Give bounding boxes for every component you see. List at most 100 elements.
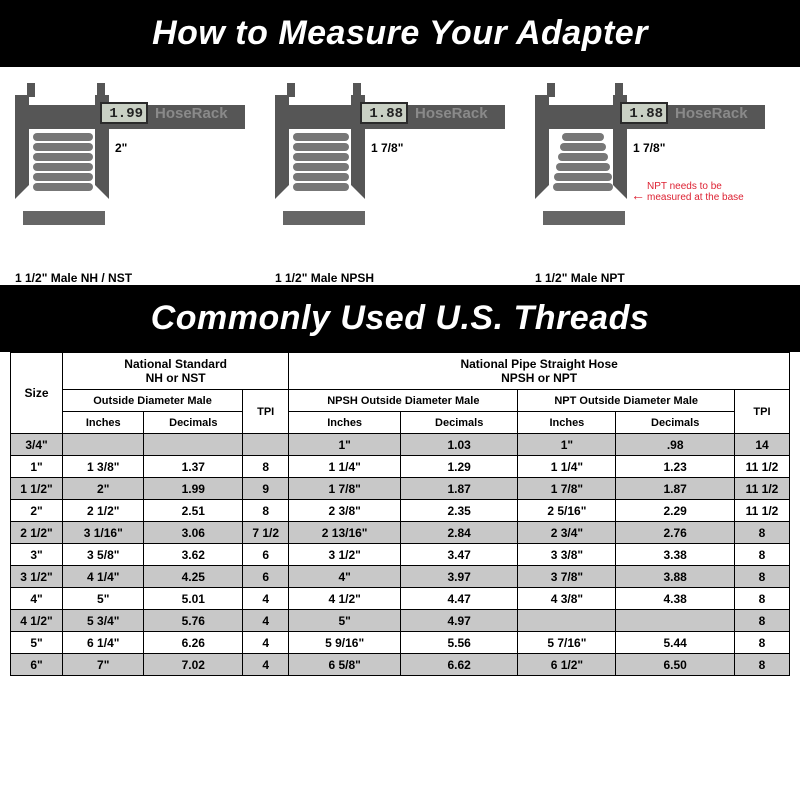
table-cell: 5"	[11, 632, 63, 654]
threaded-fitting	[33, 133, 93, 191]
table-cell: 8	[734, 654, 789, 676]
diagram-caption: 1 1/2" Male NPT	[535, 271, 625, 285]
table-cell	[243, 434, 289, 456]
table-cell: 5 7/16"	[518, 632, 616, 654]
table-cell: 1.37	[144, 456, 243, 478]
table-cell: 6.50	[616, 654, 735, 676]
table-cell: 1 7/8"	[518, 478, 616, 500]
diagram-caption: 1 1/2" Male NH / NST	[15, 271, 132, 285]
title-banner-2: Commonly Used U.S. Threads	[0, 285, 800, 352]
dimension-label: 1 7/8"	[371, 141, 403, 155]
caliper-lcd: 1.99	[100, 102, 148, 124]
thread-ring	[33, 153, 93, 161]
th-decimals: Decimals	[616, 412, 735, 434]
table-cell: 2.29	[616, 500, 735, 522]
th-np-group: National Pipe Straight HoseNPSH or NPT	[289, 353, 790, 390]
th-decimals: Decimals	[400, 412, 517, 434]
dimension-label: 1 7/8"	[633, 141, 665, 155]
th-od-male: Outside Diameter Male	[63, 390, 243, 412]
table-cell: 1"	[289, 434, 401, 456]
thread-ring	[293, 143, 349, 151]
table-cell: 7"	[63, 654, 144, 676]
table-cell	[616, 610, 735, 632]
thread-ring	[33, 183, 93, 191]
table-cell: 1 1/4"	[518, 456, 616, 478]
table-cell: 3/4"	[11, 434, 63, 456]
table-cell: 3.88	[616, 566, 735, 588]
table-cell: 6	[243, 566, 289, 588]
brand-text: HoseRack	[155, 105, 228, 122]
table-cell: 8	[734, 610, 789, 632]
table-cell: 2 1/2"	[11, 522, 63, 544]
th-decimals: Decimals	[144, 412, 243, 434]
thread-ring	[293, 183, 349, 191]
table-cell: 1.99	[144, 478, 243, 500]
table-cell: 2.76	[616, 522, 735, 544]
table-cell: 3 1/2"	[11, 566, 63, 588]
caliper-diagram: 1.88 HoseRack 1 7/8" ← NPT needs to be m…	[535, 95, 785, 267]
table-cell: 4	[243, 610, 289, 632]
diagram-caption: 1 1/2" Male NPSH	[275, 271, 374, 285]
table-cell: 1"	[11, 456, 63, 478]
fitting-base	[543, 211, 625, 225]
table-cell: 6	[243, 544, 289, 566]
threaded-fitting	[553, 133, 613, 191]
table-cell: 5 9/16"	[289, 632, 401, 654]
table-cell: 3"	[11, 544, 63, 566]
table-cell: 8	[734, 566, 789, 588]
table-cell: 4.97	[400, 610, 517, 632]
caliper-jaw-left	[535, 95, 549, 185]
table-cell: 2 3/4"	[518, 522, 616, 544]
table-cell: 8	[734, 588, 789, 610]
table-cell: 1 3/8"	[63, 456, 144, 478]
table-cell: 1.87	[400, 478, 517, 500]
dimension-label: 2"	[115, 141, 127, 155]
table-cell: 2"	[11, 500, 63, 522]
title-banner-1: How to Measure Your Adapter	[0, 0, 800, 67]
table-cell: 3.06	[144, 522, 243, 544]
table-cell: 3.38	[616, 544, 735, 566]
table-cell	[144, 434, 243, 456]
table-cell: 2"	[63, 478, 144, 500]
table-cell: 5.01	[144, 588, 243, 610]
caliper-jaw-left	[275, 95, 289, 185]
npt-note: NPT needs to be measured at the base	[647, 181, 757, 203]
table-cell: 2 1/2"	[63, 500, 144, 522]
table-cell: 6.26	[144, 632, 243, 654]
brand-text: HoseRack	[675, 105, 748, 122]
table-cell: 8	[243, 500, 289, 522]
table-cell: 2.51	[144, 500, 243, 522]
table-cell: 9	[243, 478, 289, 500]
thread-ring	[562, 133, 604, 141]
th-inches: Inches	[289, 412, 401, 434]
table-cell: 3.97	[400, 566, 517, 588]
thread-ring	[554, 173, 612, 181]
caliper: 1.88 HoseRack 1 7/8" ← NPT needs to be m…	[535, 95, 765, 225]
th-inches: Inches	[518, 412, 616, 434]
thread-ring	[558, 153, 608, 161]
table-cell: 5.44	[616, 632, 735, 654]
thread-ring	[553, 183, 613, 191]
table-cell: 11 1/2	[734, 500, 789, 522]
caliper: 1.88 HoseRack 1 7/8"	[275, 95, 505, 225]
table-cell: 1.23	[616, 456, 735, 478]
table-cell: 2 3/8"	[289, 500, 401, 522]
table-cell: 3.62	[144, 544, 243, 566]
table-cell: 4	[243, 632, 289, 654]
caliper-diagram: 1.88 HoseRack 1 7/8" 1 1/2" Male NPSH	[275, 95, 525, 267]
table-cell: 6 1/4"	[63, 632, 144, 654]
threads-table: Size National StandardNH or NST National…	[10, 352, 790, 676]
table-cell: 1.29	[400, 456, 517, 478]
table-cell: 2 13/16"	[289, 522, 401, 544]
table-cell: 6 5/8"	[289, 654, 401, 676]
caliper-lcd: 1.88	[360, 102, 408, 124]
table-cell: 7 1/2	[243, 522, 289, 544]
table-cell: 3 1/2"	[289, 544, 401, 566]
table-row: 1"1 3/8"1.3781 1/4"1.291 1/4"1.2311 1/2	[11, 456, 790, 478]
table-cell	[518, 610, 616, 632]
fitting-base	[283, 211, 365, 225]
table-cell: 2 5/16"	[518, 500, 616, 522]
table-cell: 5"	[289, 610, 401, 632]
table-row: 3 1/2"4 1/4"4.2564"3.973 7/8"3.888	[11, 566, 790, 588]
caliper-diagram: 1.99 HoseRack 2" 1 1/2" Male NH / NST	[15, 95, 265, 267]
